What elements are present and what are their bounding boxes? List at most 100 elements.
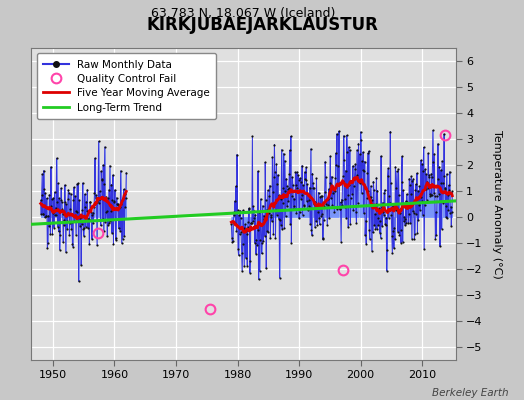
Point bbox=[391, 164, 400, 170]
Point bbox=[243, 262, 252, 269]
Point bbox=[44, 213, 52, 219]
Point bbox=[45, 223, 53, 229]
Point bbox=[116, 228, 124, 234]
Point bbox=[117, 240, 126, 246]
Point bbox=[316, 193, 325, 200]
Point bbox=[384, 172, 392, 179]
Point bbox=[412, 181, 420, 187]
Point bbox=[95, 188, 104, 195]
Point bbox=[230, 209, 238, 216]
Point bbox=[339, 178, 347, 184]
Point bbox=[319, 235, 328, 241]
Point bbox=[399, 187, 407, 194]
Point bbox=[287, 240, 296, 246]
Point bbox=[336, 206, 344, 212]
Point bbox=[352, 220, 361, 226]
Point bbox=[37, 197, 45, 203]
Point bbox=[94, 195, 102, 201]
Point bbox=[296, 175, 304, 181]
Point bbox=[60, 217, 69, 223]
Point bbox=[359, 210, 368, 216]
Point bbox=[329, 184, 337, 191]
Point bbox=[259, 212, 268, 219]
Point bbox=[77, 262, 85, 268]
Point bbox=[420, 246, 428, 252]
Point bbox=[257, 222, 265, 228]
Point bbox=[277, 222, 285, 228]
Point bbox=[51, 205, 60, 211]
Point bbox=[419, 144, 428, 151]
Point bbox=[353, 147, 361, 153]
Point bbox=[438, 158, 446, 164]
Point bbox=[116, 168, 125, 174]
Point bbox=[347, 179, 355, 185]
Point bbox=[287, 133, 295, 140]
Point bbox=[420, 202, 429, 208]
Point bbox=[313, 204, 321, 211]
Point bbox=[232, 228, 241, 235]
Point bbox=[444, 182, 453, 188]
Point bbox=[105, 187, 113, 193]
Point bbox=[49, 195, 58, 201]
Point bbox=[46, 220, 54, 226]
Point bbox=[401, 198, 410, 204]
Point bbox=[66, 206, 74, 212]
Point bbox=[343, 132, 351, 139]
Point bbox=[338, 202, 346, 208]
Point bbox=[42, 212, 50, 219]
Point bbox=[265, 210, 273, 216]
Point bbox=[431, 235, 440, 242]
Point bbox=[438, 226, 446, 232]
Point bbox=[305, 197, 313, 204]
Point bbox=[356, 129, 365, 135]
Point bbox=[297, 179, 305, 185]
Point bbox=[231, 198, 239, 204]
Point bbox=[436, 243, 444, 250]
Point bbox=[276, 216, 284, 223]
Point bbox=[228, 239, 236, 245]
Point bbox=[394, 166, 402, 172]
Point bbox=[272, 207, 280, 213]
Point bbox=[119, 195, 127, 201]
Point bbox=[118, 236, 127, 242]
Point bbox=[394, 228, 402, 235]
Point bbox=[233, 206, 242, 213]
Point bbox=[110, 198, 118, 204]
Point bbox=[82, 224, 90, 230]
Point bbox=[258, 240, 266, 246]
Point bbox=[343, 149, 352, 155]
Point bbox=[323, 196, 332, 202]
Point bbox=[316, 193, 324, 200]
Point bbox=[304, 203, 313, 209]
Point bbox=[88, 212, 96, 218]
Point bbox=[447, 222, 455, 229]
Point bbox=[437, 167, 445, 173]
Point bbox=[101, 144, 109, 150]
Point bbox=[365, 227, 374, 233]
Point bbox=[95, 200, 103, 206]
Point bbox=[94, 138, 103, 145]
Point bbox=[435, 191, 443, 197]
Point bbox=[381, 221, 389, 227]
Point bbox=[245, 205, 253, 212]
Point bbox=[366, 236, 374, 242]
Point bbox=[331, 175, 340, 182]
Point bbox=[350, 183, 358, 189]
Point bbox=[70, 184, 78, 191]
Point bbox=[309, 180, 317, 186]
Point bbox=[256, 196, 265, 202]
Point bbox=[84, 216, 93, 222]
Point bbox=[430, 190, 438, 196]
Point bbox=[398, 239, 407, 245]
Point bbox=[245, 206, 254, 212]
Point bbox=[46, 231, 54, 238]
Point bbox=[284, 198, 292, 204]
Point bbox=[263, 228, 271, 234]
Point bbox=[423, 184, 432, 191]
Point bbox=[360, 168, 368, 174]
Point bbox=[363, 195, 371, 202]
Point bbox=[373, 187, 381, 194]
Point bbox=[54, 228, 63, 235]
Point bbox=[359, 149, 367, 155]
Point bbox=[329, 190, 337, 196]
